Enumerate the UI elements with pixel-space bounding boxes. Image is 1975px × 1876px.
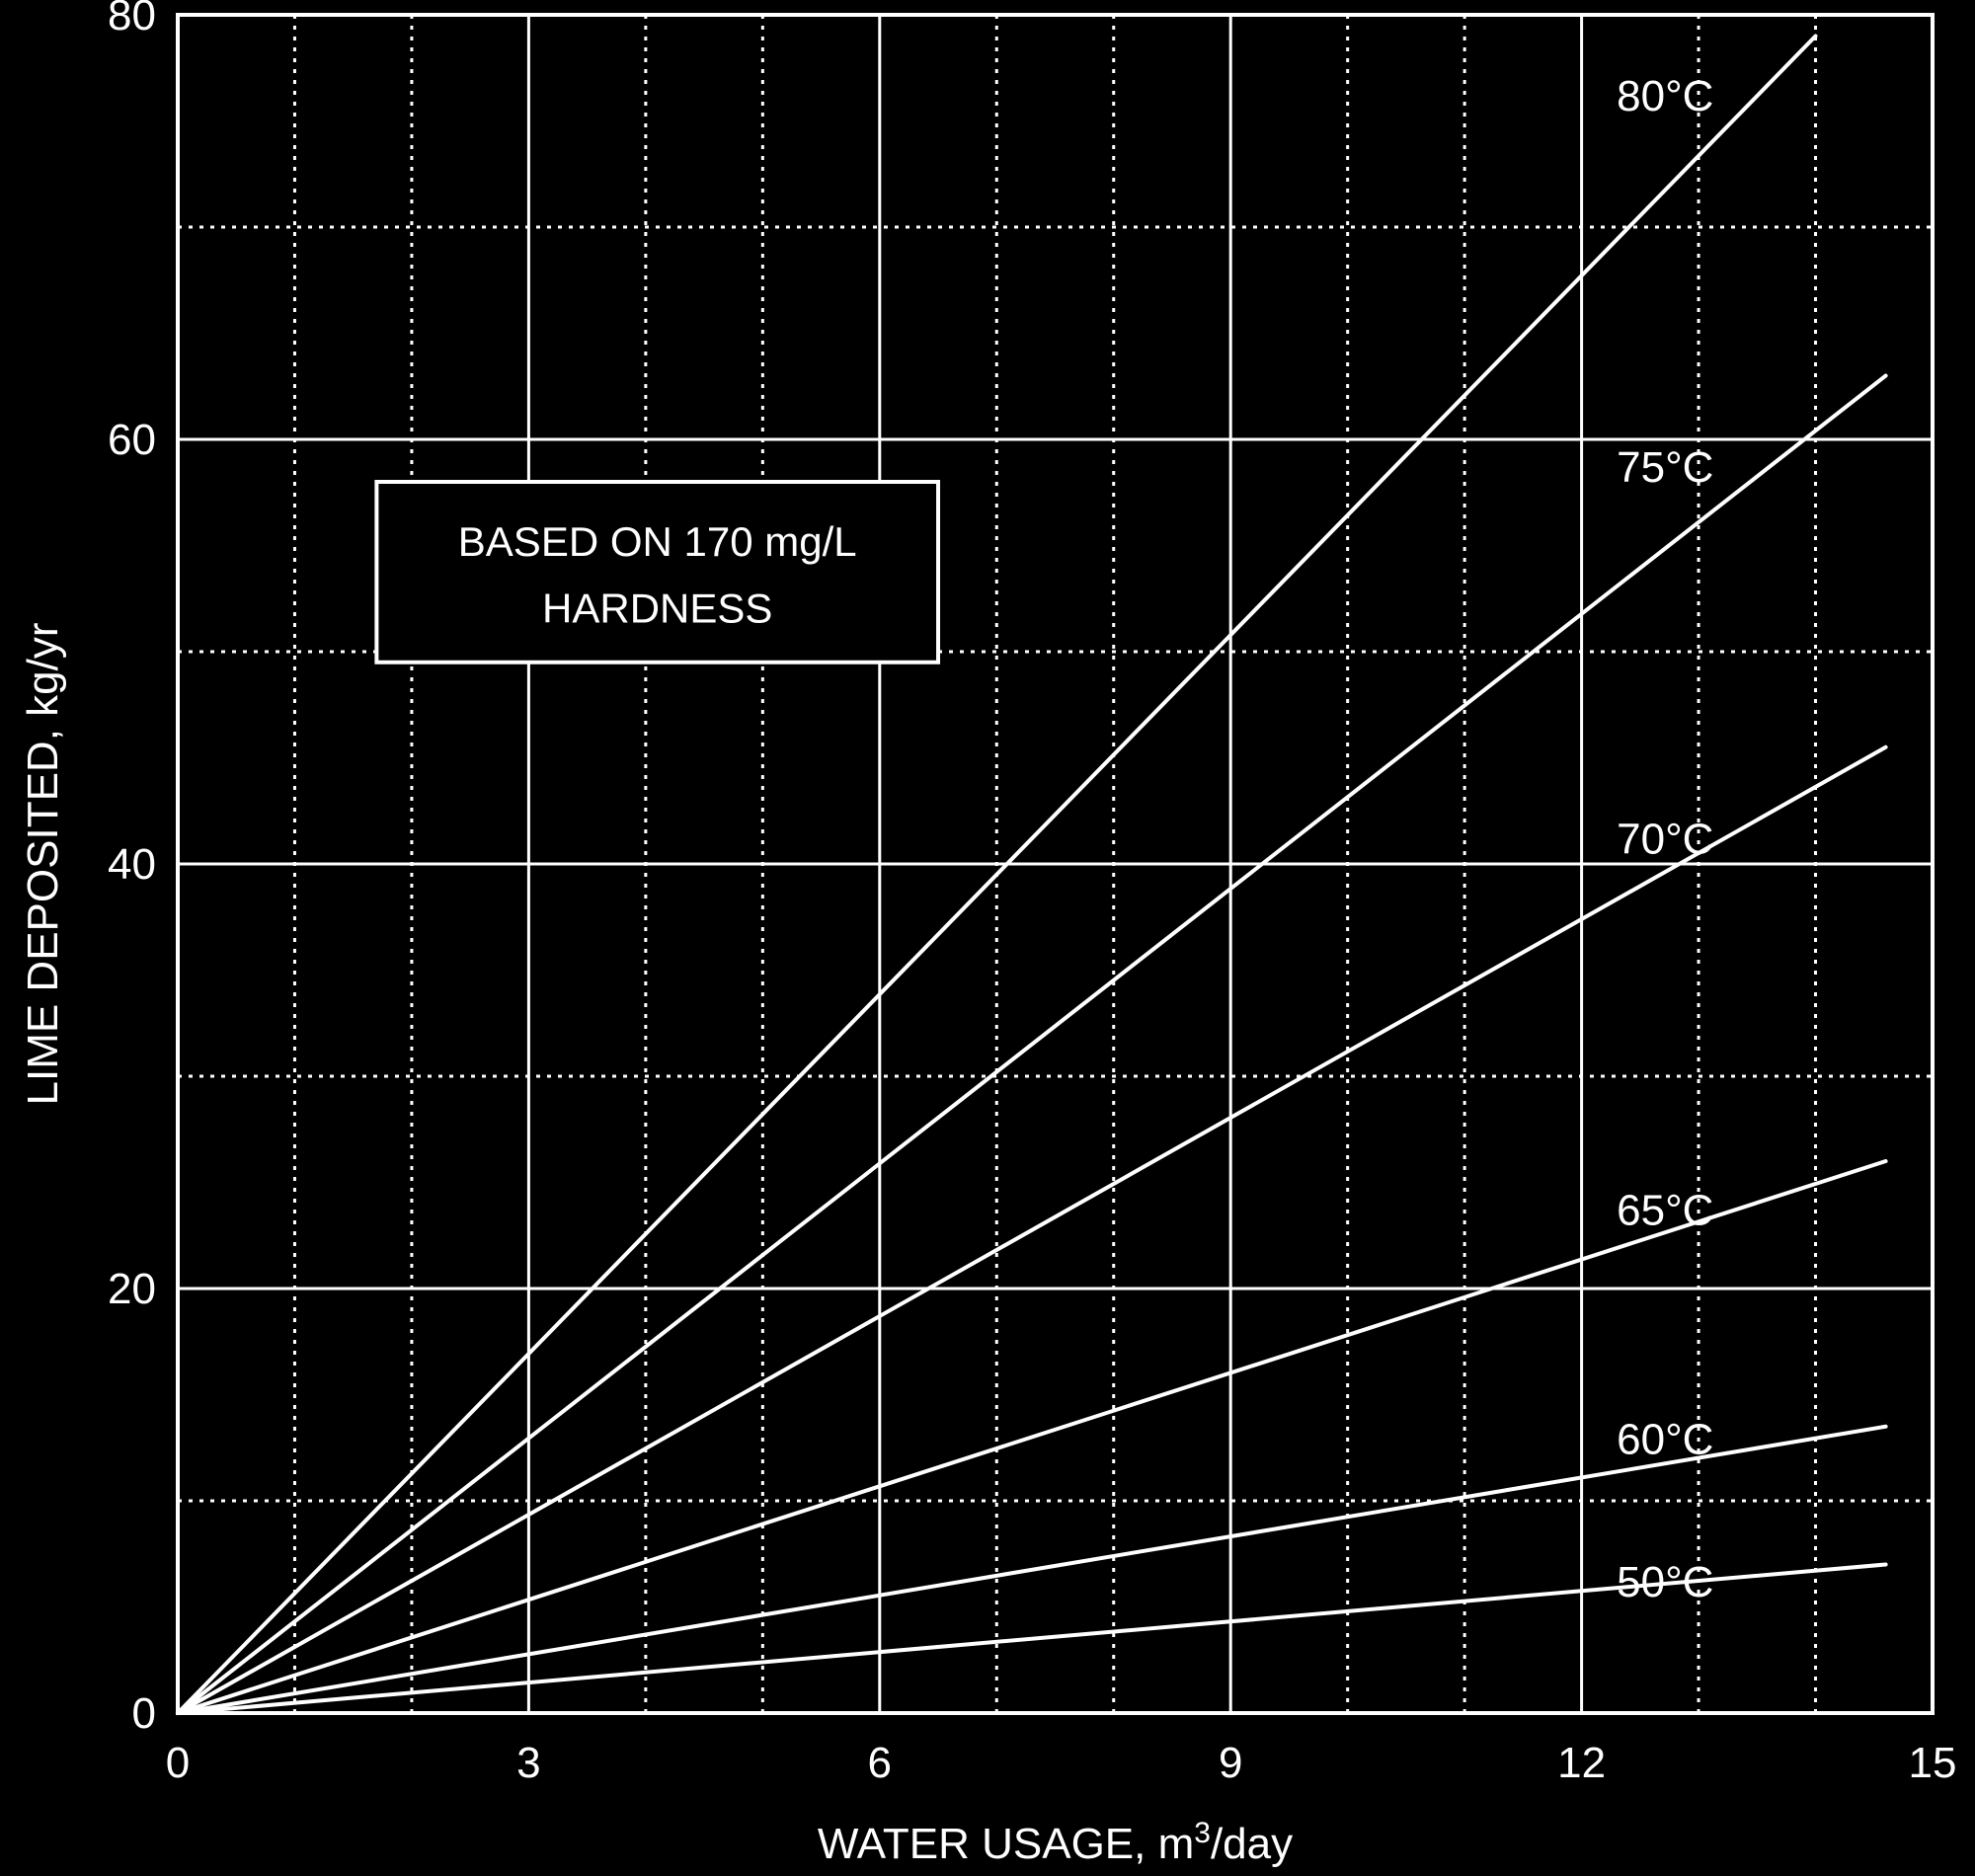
series-line-75c bbox=[176, 373, 1888, 1715]
x-tick-label: 3 bbox=[516, 1739, 540, 1787]
plot-frame bbox=[176, 13, 1935, 1715]
series-line-65c bbox=[176, 1159, 1888, 1715]
annotation-box: BASED ON 170 mg/L HARDNESS bbox=[374, 480, 941, 664]
annotation-line-2: HARDNESS bbox=[542, 586, 772, 632]
series-label-75c: 75°C bbox=[1617, 443, 1713, 492]
series-label-80c: 80°C bbox=[1617, 72, 1713, 120]
series-labels: 80°C 75°C 70°C 65°C 60°C 50°C bbox=[1617, 72, 1713, 1606]
y-tick-label: 60 bbox=[108, 416, 156, 464]
y-axis-label: LIME DEPOSITED, kg/yr bbox=[19, 623, 67, 1106]
series-label-65c: 65°C bbox=[1617, 1187, 1713, 1235]
y-tick-label: 20 bbox=[108, 1265, 156, 1313]
series-line-60c bbox=[176, 1424, 1888, 1715]
series-label-70c: 70°C bbox=[1617, 815, 1713, 863]
x-tick-label: 6 bbox=[868, 1739, 892, 1787]
x-tick-label: 0 bbox=[166, 1739, 190, 1787]
series-label-60c: 60°C bbox=[1617, 1416, 1713, 1464]
series-line-70c bbox=[176, 744, 1888, 1715]
annotation-frame bbox=[374, 480, 941, 664]
series-line-80c bbox=[176, 34, 1818, 1715]
series-line-50c bbox=[176, 1562, 1888, 1715]
x-tick-label: 9 bbox=[1219, 1739, 1242, 1787]
annotation-line-1: BASED ON 170 mg/L bbox=[458, 518, 857, 565]
tick-labels: 0 3 6 9 12 15 0 20 40 60 80 bbox=[108, 0, 1956, 1787]
series-lines bbox=[176, 34, 1888, 1715]
y-tick-label: 0 bbox=[132, 1689, 156, 1738]
x-tick-label: 15 bbox=[1909, 1739, 1957, 1787]
x-axis-label: WATER USAGE, m3/day bbox=[818, 1817, 1293, 1868]
y-tick-label: 80 bbox=[108, 0, 156, 39]
series-label-50c: 50°C bbox=[1617, 1558, 1713, 1606]
x-tick-label: 12 bbox=[1557, 1739, 1606, 1787]
y-tick-label: 40 bbox=[108, 840, 156, 889]
